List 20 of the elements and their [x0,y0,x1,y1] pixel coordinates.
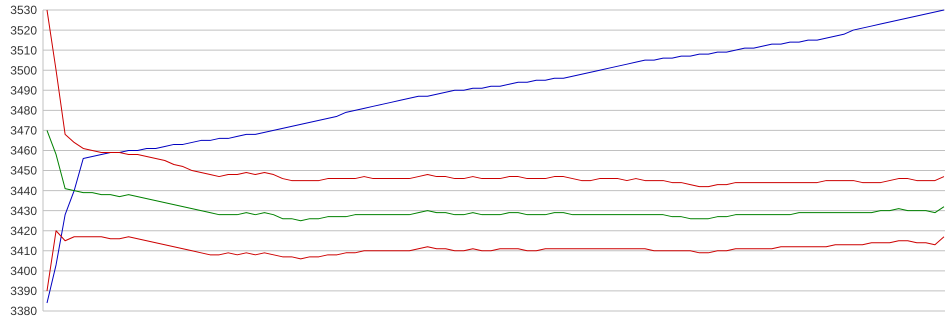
y-tick-label: 3490 [10,83,38,98]
y-tick-label: 3470 [10,124,38,138]
y-tick-label: 3530 [10,3,38,18]
y-tick-label: 3410 [10,244,38,258]
line-series [46,130,944,222]
y-tick-label: 3460 [10,144,38,158]
y-tick-label: 3450 [10,164,38,178]
y-tick-label: 3520 [10,23,38,38]
y-tick-label: 3400 [10,264,38,278]
y-tick-label: 3380 [10,304,38,318]
line-series [46,10,944,304]
y-tick-label: 3440 [10,184,38,198]
y-tick-label: 3420 [10,224,38,238]
y-tick-label: 3390 [10,284,38,298]
y-tick-label: 3500 [10,63,38,78]
y-tick-label: 3480 [10,104,38,118]
y-tick-label: 3430 [10,204,38,218]
line-series [46,230,944,292]
line-series [46,10,944,188]
y-tick-label: 3510 [10,43,38,58]
